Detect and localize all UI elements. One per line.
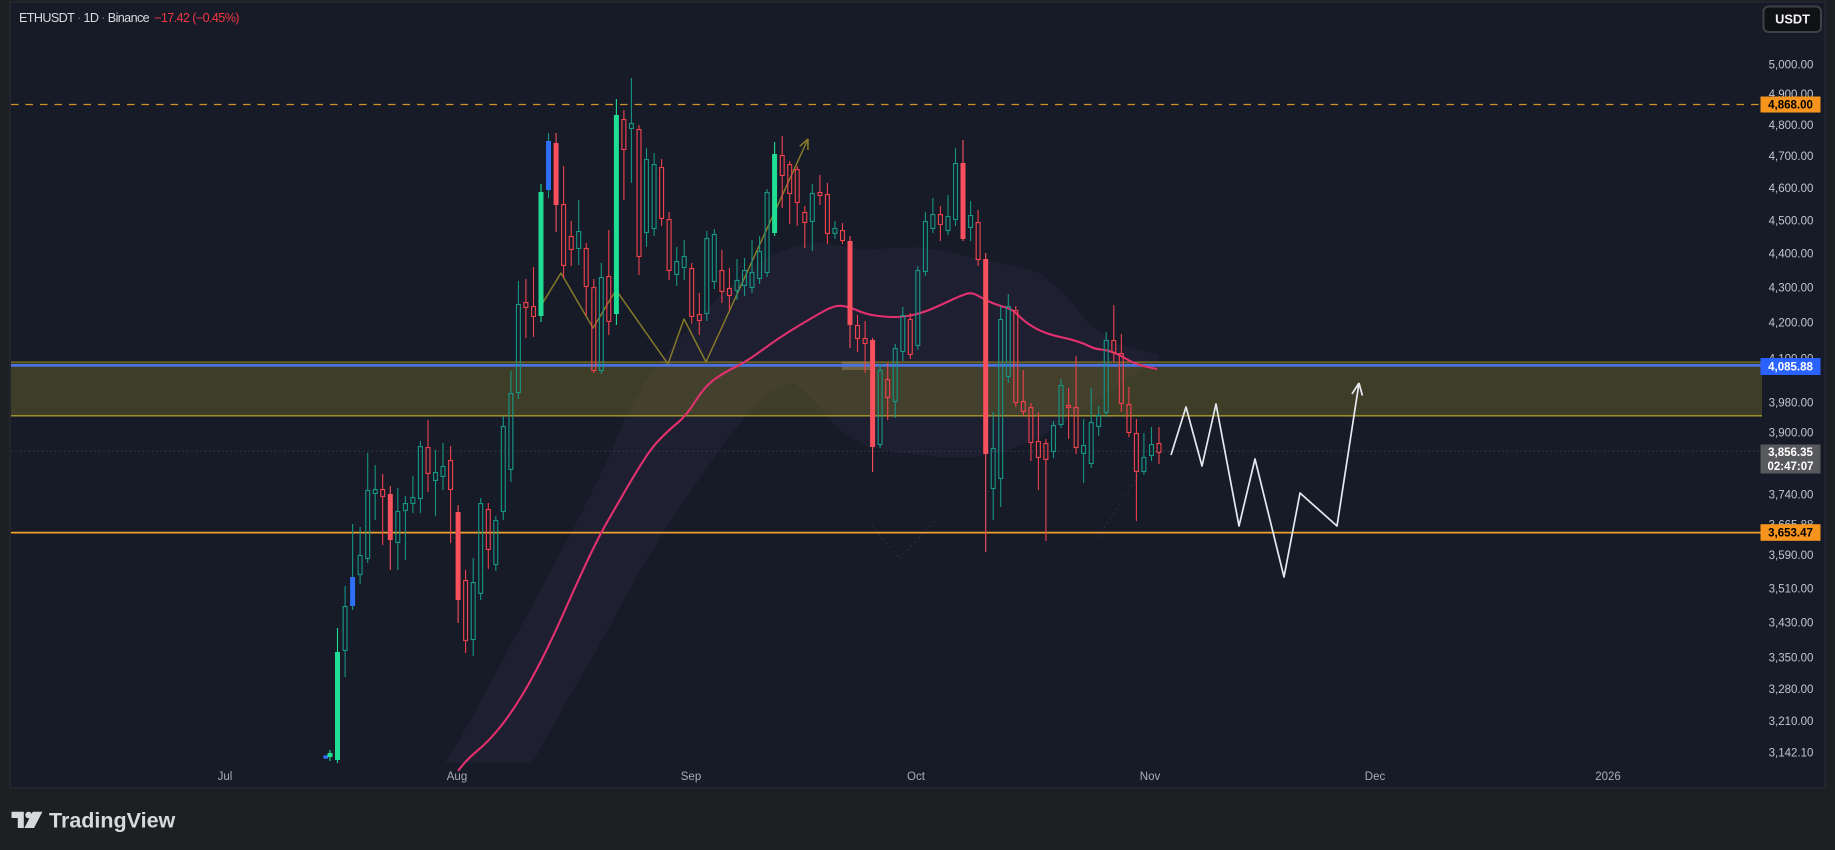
svg-text:3,740.00: 3,740.00	[1769, 489, 1814, 501]
svg-text:3,900.00: 3,900.00	[1769, 427, 1814, 439]
svg-text:3,142.10: 3,142.10	[1769, 747, 1814, 759]
svg-text:4,300.00: 4,300.00	[1769, 283, 1814, 295]
svg-text:3,350.00: 3,350.00	[1769, 653, 1814, 665]
svg-text:2026: 2026	[1595, 771, 1621, 783]
svg-text:TradingView: TradingView	[49, 809, 176, 833]
svg-text:Sep: Sep	[681, 771, 701, 783]
svg-text:02:47:07: 02:47:07	[1767, 461, 1813, 473]
svg-text:4,600.00: 4,600.00	[1769, 183, 1814, 195]
svg-text:3,510.00: 3,510.00	[1769, 583, 1814, 595]
svg-text:Dec: Dec	[1365, 771, 1386, 783]
svg-text:Jul: Jul	[218, 771, 233, 783]
svg-text:4,500.00: 4,500.00	[1769, 215, 1814, 227]
svg-text:3,980.00: 3,980.00	[1769, 397, 1814, 409]
svg-text:4,800.00: 4,800.00	[1769, 120, 1814, 132]
svg-text:3,210.00: 3,210.00	[1769, 716, 1814, 728]
svg-text:Aug: Aug	[447, 771, 467, 783]
svg-text:4,868.00: 4,868.00	[1768, 100, 1813, 112]
svg-text:ETHUSDT · 1D · Binance−17.42 (: ETHUSDT · 1D · Binance −17.42 (−0.45%)	[19, 11, 239, 25]
svg-text:4,085.88: 4,085.88	[1768, 362, 1813, 374]
svg-text:3,280.00: 3,280.00	[1769, 684, 1814, 696]
svg-text:5,000.00: 5,000.00	[1769, 59, 1814, 71]
svg-text:4,700.00: 4,700.00	[1769, 151, 1814, 163]
svg-text:Nov: Nov	[1140, 771, 1161, 783]
svg-text:3,856.35: 3,856.35	[1768, 447, 1813, 459]
svg-text:4,200.00: 4,200.00	[1769, 318, 1814, 330]
svg-text:USDT: USDT	[1775, 12, 1810, 27]
svg-text:3,430.00: 3,430.00	[1769, 618, 1814, 630]
svg-text:Oct: Oct	[907, 771, 926, 783]
svg-text:3,590.00: 3,590.00	[1769, 550, 1814, 562]
svg-text:4,400.00: 4,400.00	[1769, 249, 1814, 261]
svg-text:3,653.47: 3,653.47	[1768, 528, 1813, 540]
